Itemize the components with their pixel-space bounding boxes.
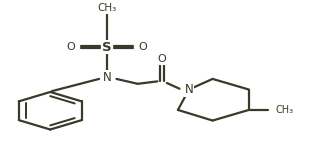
Text: O: O (158, 54, 167, 64)
Text: N: N (184, 83, 193, 96)
Text: S: S (102, 41, 112, 54)
Text: O: O (66, 42, 75, 52)
Text: O: O (139, 42, 148, 52)
Text: CH₃: CH₃ (276, 105, 294, 115)
Text: N: N (103, 71, 111, 84)
Text: CH₃: CH₃ (97, 3, 117, 13)
